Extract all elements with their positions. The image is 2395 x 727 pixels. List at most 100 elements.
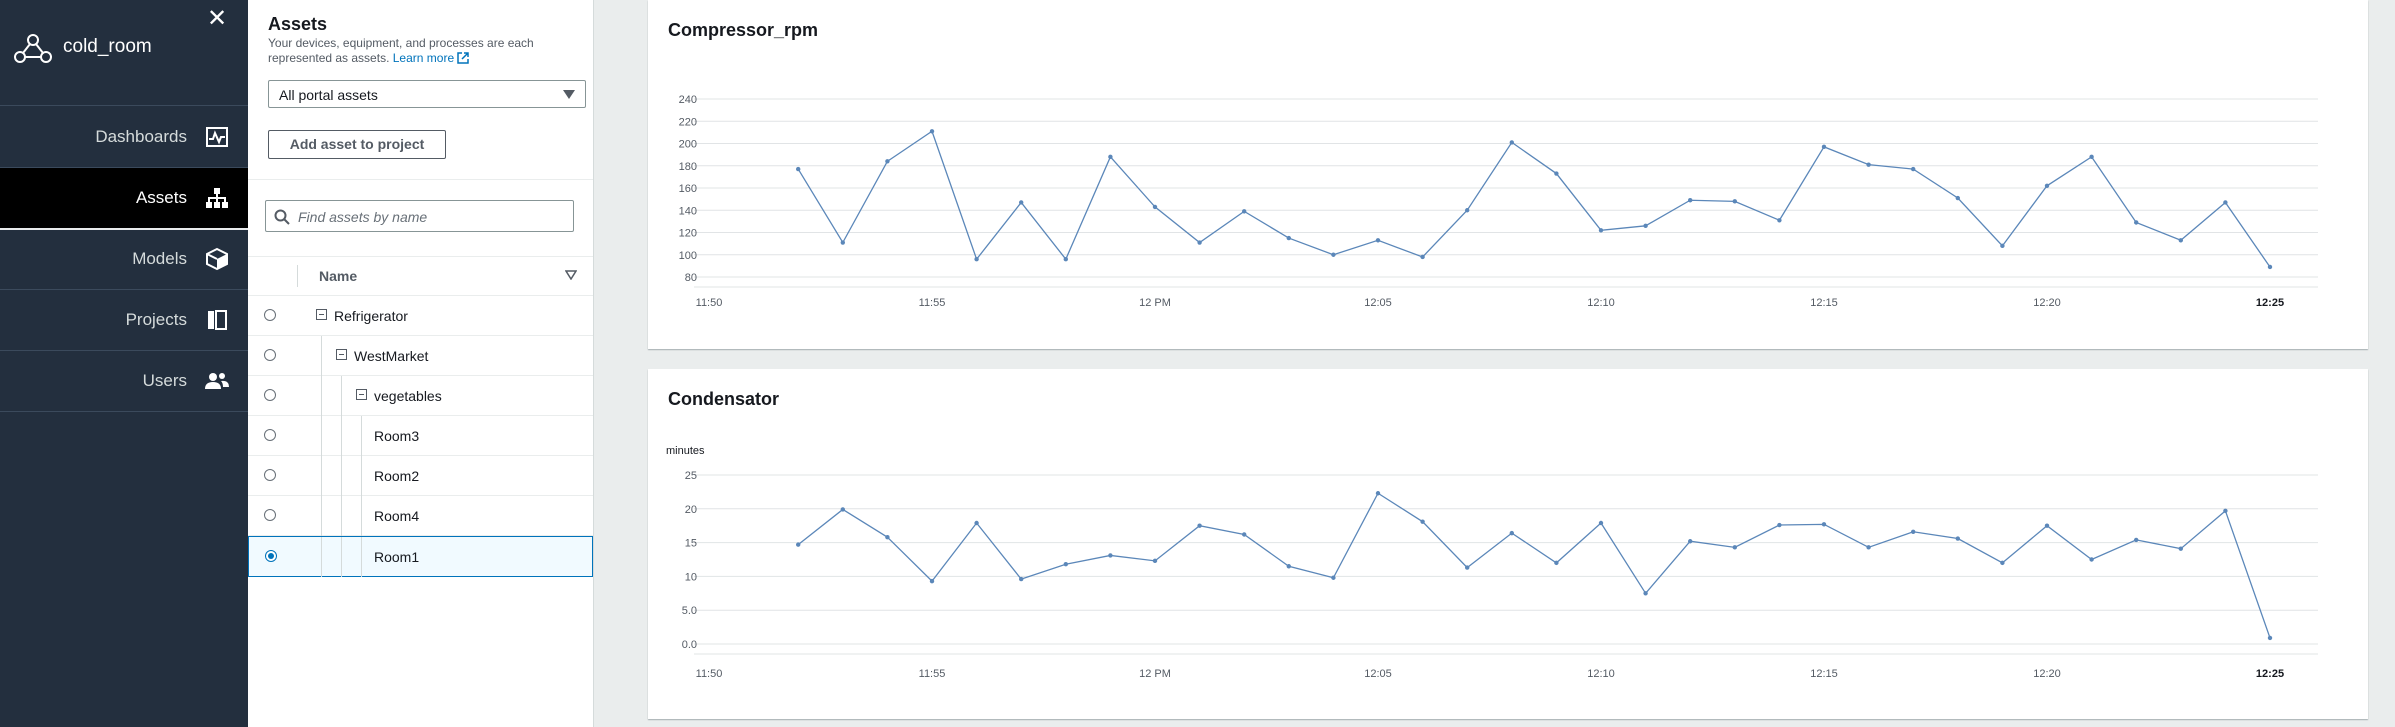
tree-line: [341, 456, 342, 496]
data-point: [1509, 140, 1514, 145]
data-point: [1331, 252, 1336, 257]
data-point: [2134, 220, 2139, 225]
nav-item-label: Dashboards: [95, 127, 187, 146]
collapse-icon[interactable]: [356, 389, 367, 400]
data-point: [974, 520, 979, 526]
y-tick-label: 5.0: [682, 605, 697, 617]
collapse-icon[interactable]: [316, 309, 327, 320]
nav-item-assets[interactable]: Assets: [0, 168, 248, 230]
line-chart[interactable]: 80 100 120 140 160 180 200 220 240 11:50 11:55 12 P…: [648, 0, 2368, 349]
learn-more-link[interactable]: Learn more: [393, 51, 469, 65]
tree-line: [321, 537, 322, 577]
x-tick-label: 11:50: [696, 668, 723, 680]
side-navigation: ✕ cold_room Dashboards Assets Models: [0, 0, 248, 727]
chart-card-compressor: Compressor_rpm 80 100 120 140 160 180 200 220 24…: [648, 0, 2368, 349]
tree-row[interactable]: Refrigerator: [248, 296, 593, 336]
data-point: [2044, 523, 2050, 528]
x-tick-label: 12 PM: [1139, 668, 1171, 680]
data-point: [2000, 560, 2005, 566]
add-asset-button[interactable]: Add asset to project: [268, 130, 446, 159]
data-point: [1420, 254, 1425, 260]
y-tick-label: 120: [679, 228, 697, 240]
tree-line: [321, 456, 322, 496]
chart-title: Condensator: [668, 389, 780, 409]
y-tick-label: 0.0: [682, 639, 697, 651]
search-input[interactable]: Find assets by name: [265, 200, 574, 232]
data-point: [1866, 545, 1871, 550]
sort-icon[interactable]: [565, 270, 577, 280]
series-line: [797, 130, 2271, 268]
data-point: [929, 129, 935, 134]
tree-row-selected[interactable]: Room1: [248, 536, 593, 577]
y-axis-label: minutes: [666, 445, 705, 457]
data-point: [1108, 154, 1113, 160]
data-point: [1598, 520, 1604, 526]
asset-name: Room3: [374, 428, 420, 444]
data-point: [1911, 166, 1916, 172]
panel-description: Your devices, equipment, and processes a…: [268, 36, 558, 66]
nav-header: ✕ cold_room: [0, 0, 248, 106]
radio-button[interactable]: [264, 509, 276, 521]
line-chart[interactable]: 0.0 5.0 10 15 20 25 11:50 11:55 12 PM 12:05 12:10 1…: [648, 369, 2368, 719]
tree-row[interactable]: Room4: [248, 496, 593, 536]
data-point: [1821, 144, 1827, 150]
radio-button[interactable]: [264, 469, 276, 481]
tree-row[interactable]: Room2: [248, 456, 593, 496]
nav-item-projects[interactable]: Projects: [0, 290, 248, 351]
column-header-name[interactable]: Name: [319, 268, 358, 284]
radio-button[interactable]: [264, 429, 276, 441]
radio-button[interactable]: [264, 309, 276, 321]
description-text: Your devices, equipment, and processes a…: [268, 36, 534, 65]
data-point: [1063, 562, 1068, 567]
nav-item-users[interactable]: Users: [0, 351, 248, 412]
caret-down-icon: [563, 90, 575, 99]
x-tick-label: 12:20: [2033, 668, 2061, 680]
cube-icon: [206, 247, 228, 271]
data-point: [1955, 536, 1961, 541]
data-point: [1420, 519, 1425, 524]
data-point: [1063, 257, 1068, 262]
x-tick-label: 12:10: [1587, 297, 1615, 309]
y-tick-label: 220: [679, 116, 697, 128]
x-tick-label: 12:05: [1364, 668, 1392, 680]
collapse-icon[interactable]: [336, 349, 347, 360]
y-tick-label: 15: [685, 538, 697, 550]
radio-button[interactable]: [264, 389, 276, 401]
tree-line: [361, 496, 362, 536]
data-point: [885, 159, 890, 164]
table-header: Name: [248, 256, 593, 296]
tree-line: [321, 376, 322, 416]
nav-item-label: Assets: [135, 188, 187, 207]
data-point: [1777, 218, 1782, 223]
nav-item-dashboards[interactable]: Dashboards: [0, 107, 248, 168]
x-tick-label: 12:15: [1810, 668, 1838, 680]
chart-card-condensator: Condensator 0.0 5.0 10 15 20 25 11:50 11:55 12 P…: [648, 369, 2368, 719]
data-point: [1242, 532, 1247, 537]
x-tick-label: 11:55: [919, 297, 946, 309]
tree-line: [341, 416, 342, 456]
data-point: [1286, 564, 1291, 569]
data-point: [1732, 199, 1738, 204]
radio-button[interactable]: [264, 349, 276, 361]
data-point: [1777, 522, 1782, 528]
data-point: [2223, 200, 2228, 205]
nav-item-models[interactable]: Models: [0, 229, 248, 290]
x-tick-label: 12:05: [1364, 297, 1392, 309]
close-icon[interactable]: ✕: [206, 5, 228, 32]
tree-row[interactable]: Room3: [248, 416, 593, 456]
tree-line: [341, 376, 342, 416]
tree-line: [341, 537, 342, 577]
radio-button-checked[interactable]: [265, 550, 277, 562]
y-tick-label: 20: [685, 504, 697, 516]
asset-filter-select[interactable]: All portal assets: [268, 80, 586, 108]
tree-row[interactable]: vegetables: [248, 376, 593, 416]
data-point: [2044, 183, 2050, 188]
data-point: [2267, 635, 2273, 641]
nav-item-label: Models: [132, 249, 187, 268]
tree-row[interactable]: WestMarket: [248, 336, 593, 376]
y-tick-label: 80: [685, 272, 697, 284]
main-content: Compressor_rpm 80 100 120 140 160 180 200 220 24…: [606, 0, 2395, 727]
chart-title: Compressor_rpm: [668, 20, 819, 40]
x-tick-label: 12:25: [2256, 668, 2284, 680]
users-icon: [205, 373, 229, 389]
